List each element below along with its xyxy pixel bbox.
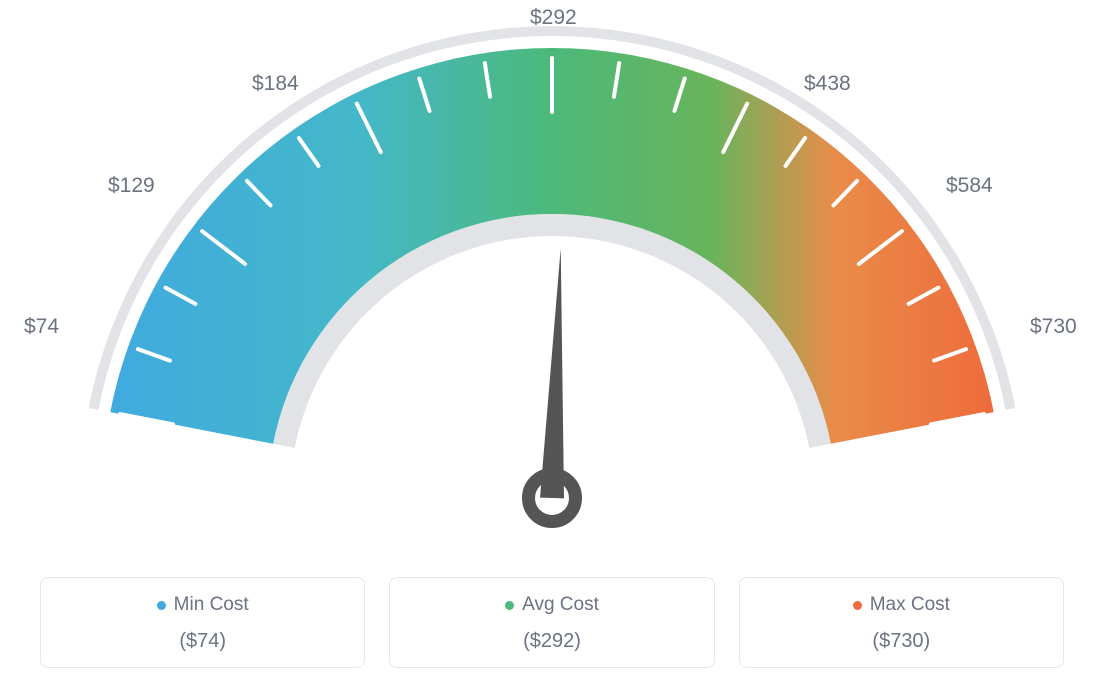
gauge-tick-label: $292	[530, 6, 577, 30]
legend-max-dot	[853, 601, 862, 610]
legend-max-header: Max Cost	[752, 594, 1051, 616]
gauge-tick-label: $730	[1030, 315, 1077, 339]
legend-min-value: ($74)	[53, 630, 352, 653]
legend-min-header: Min Cost	[53, 594, 352, 616]
legend-avg-value: ($292)	[402, 630, 701, 653]
legend-min-dot	[157, 601, 166, 610]
gauge-svg	[0, 0, 1104, 560]
legend-min-label: Min Cost	[174, 594, 249, 616]
legend-avg-label: Avg Cost	[522, 594, 599, 616]
legend-card-max: Max Cost ($730)	[739, 577, 1064, 668]
legend-max-value: ($730)	[752, 630, 1051, 653]
gauge-tick-label: $184	[252, 72, 299, 96]
gauge-tick-label: $129	[108, 174, 155, 198]
legend-avg-header: Avg Cost	[402, 594, 701, 616]
legend-row: Min Cost ($74) Avg Cost ($292) Max Cost …	[40, 577, 1064, 668]
legend-max-label: Max Cost	[870, 594, 950, 616]
legend-card-avg: Avg Cost ($292)	[389, 577, 714, 668]
gauge-tick-label: $438	[804, 72, 851, 96]
gauge-tick-label: $584	[946, 174, 993, 198]
legend-avg-dot	[505, 601, 514, 610]
cost-gauge-container: $74 $129 $184 $292 $438 $584 $730 Min Cost ($7…	[0, 0, 1104, 690]
gauge-tick-label: $74	[24, 315, 59, 339]
gauge-chart: $74 $129 $184 $292 $438 $584 $730	[0, 0, 1104, 560]
legend-card-min: Min Cost ($74)	[40, 577, 365, 668]
